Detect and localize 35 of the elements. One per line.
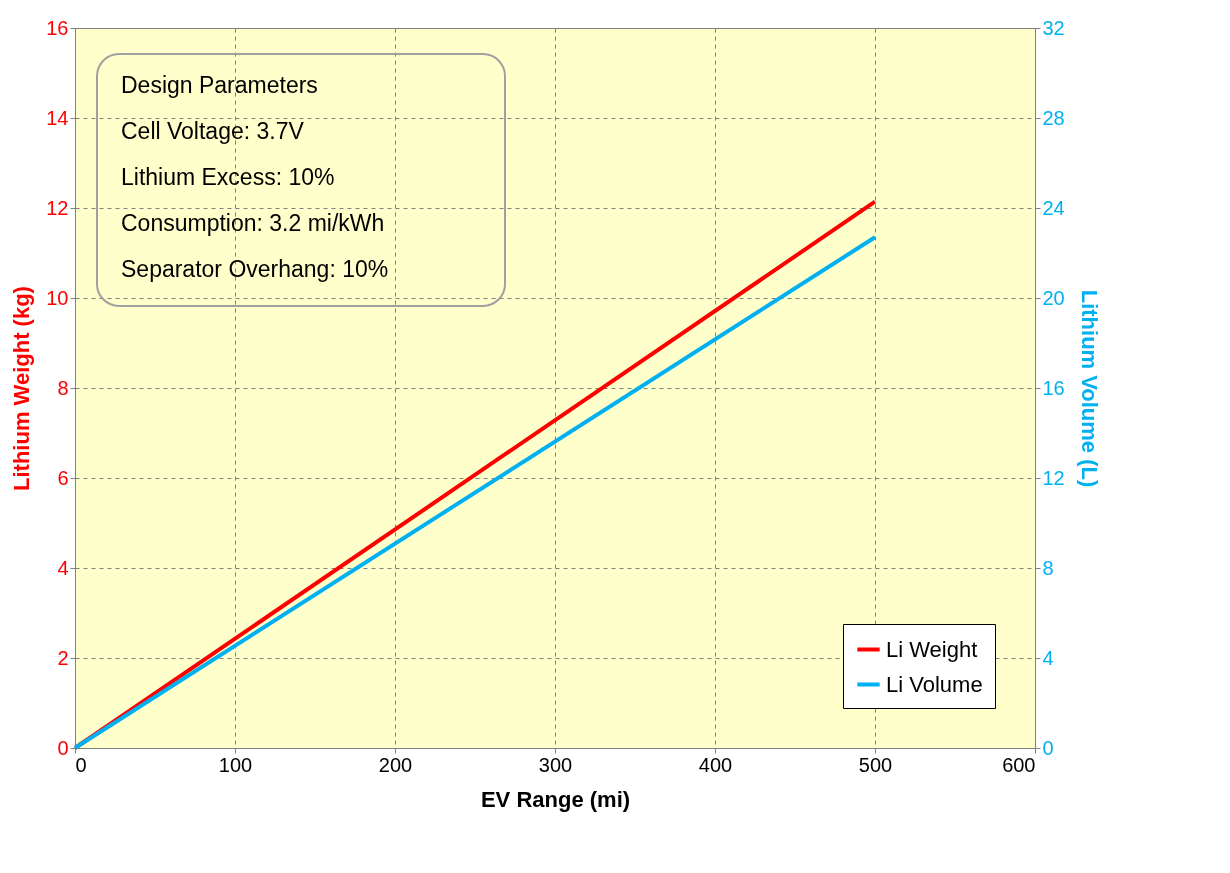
x-axis-title: EV Range (mi) — [480, 786, 631, 812]
x-tick-label: 400 — [698, 753, 733, 776]
y2-tick-label: 24 — [1042, 196, 1065, 219]
y-tick-label: 16 — [46, 16, 69, 39]
y2-tick-label: 20 — [1042, 286, 1065, 309]
annotation: Cell Voltage: 3.7V — [121, 118, 305, 144]
y-tick-label: 12 — [46, 196, 69, 219]
y-tick-label: 6 — [57, 466, 69, 489]
legend-label: Li Volume — [886, 671, 983, 697]
y-tick-label: 14 — [46, 106, 69, 129]
y2-tick-label: 16 — [1042, 376, 1065, 399]
y-tick-label: 0 — [57, 736, 69, 759]
y-tick-label: 4 — [57, 556, 69, 579]
y-tick-label: 2 — [57, 646, 69, 669]
x-tick-label: 300 — [538, 753, 573, 776]
x-tick-label: 0 — [75, 753, 87, 776]
y2-tick-label: 8 — [1042, 556, 1054, 579]
x-tick-label: 600 — [1002, 753, 1036, 776]
annotation: Design Parameters — [121, 72, 318, 98]
y2-tick-label: 12 — [1042, 466, 1065, 489]
y2-tick-label: 32 — [1042, 16, 1065, 39]
x-tick-label: 200 — [378, 753, 413, 776]
x-tick-label: 100 — [218, 753, 253, 776]
y-tick-label: 10 — [46, 286, 69, 309]
y2-axis-title: Lithium Volume (L) — [1076, 289, 1102, 488]
annotation: Separator Overhang: 10% — [121, 256, 389, 282]
legend-label: Li Weight — [886, 636, 978, 662]
y-axis-title: Lithium Weight (kg) — [9, 286, 35, 491]
y2-tick-label: 0 — [1042, 736, 1054, 759]
x-tick-label: 500 — [858, 753, 893, 776]
y2-tick-label: 4 — [1042, 646, 1054, 669]
y2-tick-label: 28 — [1042, 106, 1065, 129]
annotation: Lithium Excess: 10% — [121, 164, 335, 190]
y-tick-label: 8 — [57, 376, 69, 399]
annotation: Consumption: 3.2 mi/kWh — [121, 210, 385, 236]
